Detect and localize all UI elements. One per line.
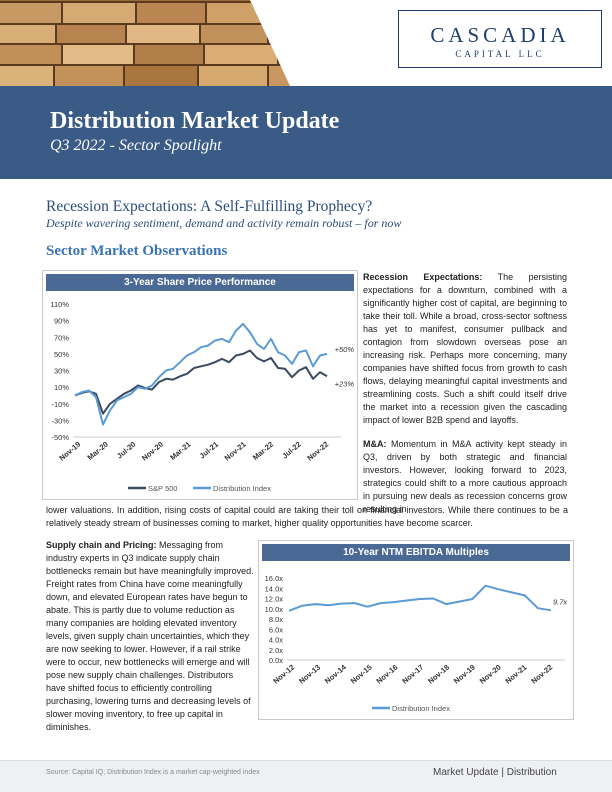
supply-label: Supply chain and Pricing: [46, 540, 157, 550]
x-tick-label: Nov-20 [140, 440, 165, 463]
page-footer [0, 760, 612, 792]
page-subtitle: Q3 2022 - Sector Spotlight [50, 137, 222, 154]
supply-text: Messaging from industry experts in Q3 in… [46, 540, 254, 732]
chart-title: 10-Year NTM EBITDA Multiples [262, 544, 570, 561]
y-tick-label: 4.0x [269, 636, 283, 645]
footer-section-label: Market Update | Distribution [433, 767, 557, 778]
logo-wordmark: CASCADIA [430, 23, 570, 47]
end-label-distribution: +50% [335, 345, 355, 354]
x-tick-label: Nov-21 [504, 663, 529, 686]
series-line [74, 322, 328, 426]
share-price-plot: 110%90%70%50%30%10%-10%-30%-50%Nov-19 Mar… [50, 300, 355, 493]
y-tick-label: 6.0x [269, 625, 283, 634]
article-subheadline: Despite wavering sentiment, demand and a… [46, 216, 402, 230]
x-tick-label: Nov-19 [57, 440, 82, 463]
ma-paragraph: M&A: Momentum in M&A activity kept stead… [363, 438, 567, 516]
recession-paragraph: Recession Expectations: The persisting e… [363, 271, 567, 427]
x-tick-label: Nov-12 [271, 663, 296, 686]
article-headline: Recession Expectations: A Self-Fulfillin… [46, 198, 373, 215]
y-tick-label: 70% [54, 333, 69, 342]
y-tick-label: 14.0x [265, 584, 284, 593]
y-tick-label: -10% [51, 400, 69, 409]
y-tick-label: 12.0x [265, 595, 284, 604]
page-title: Distribution Market Update [50, 108, 340, 134]
x-tick-label: Jul-20 [115, 440, 137, 461]
legend-label: Distribution Index [213, 484, 271, 493]
series-line [288, 584, 552, 612]
y-tick-label: 30% [54, 367, 69, 376]
x-tick-label: Mar-21 [168, 440, 192, 462]
company-logo: CASCADIA CAPITAL LLC [398, 10, 602, 68]
legend-label: Distribution Index [392, 704, 450, 713]
chart-title: 3-Year Share Price Performance [46, 274, 354, 291]
lumber-image [0, 0, 330, 86]
ma-paragraph-continued: lower valuations. In addition, rising co… [46, 505, 568, 528]
x-tick-label: Nov-18 [426, 663, 451, 686]
legend-label: S&P 500 [148, 484, 177, 493]
y-tick-label: 10.0x [265, 605, 284, 614]
y-tick-label: 8.0x [269, 615, 283, 624]
x-tick-label: Nov-13 [297, 663, 322, 686]
recession-text: The persisting expectations for a downtu… [363, 272, 567, 425]
x-tick-label: Nov-21 [223, 440, 248, 463]
y-tick-label: -50% [51, 433, 69, 442]
x-tick-label: Jul-21 [198, 440, 220, 461]
end-label-multiple: 9.7x [553, 597, 567, 606]
ebitda-multiples-chart: 10-Year NTM EBITDA Multiples 16.0x 14.0x 1… [258, 540, 574, 720]
ma-label: M&A: [363, 439, 387, 449]
supply-chain-paragraph: Supply chain and Pricing: Messaging from… [46, 539, 254, 734]
y-tick-label: 50% [54, 350, 69, 359]
x-tick-label: Nov-14 [323, 662, 349, 686]
x-tick-label: Nov-22 [529, 663, 554, 686]
series-line [74, 349, 328, 415]
x-tick-label: Mar-22 [251, 440, 275, 462]
logo-subtext: CAPITAL LLC [455, 49, 545, 59]
x-tick-label: Jul-22 [280, 440, 302, 461]
x-tick-label: Nov-20 [478, 663, 503, 686]
x-tick-label: Nov-22 [305, 440, 330, 463]
y-tick-label: 16.0x [265, 574, 284, 583]
x-tick-label: Nov-16 [375, 663, 400, 686]
x-tick-label: Nov-17 [400, 663, 425, 686]
y-tick-label: 110% [50, 300, 69, 309]
x-tick-label: Mar-20 [86, 440, 110, 462]
section-title: Sector Market Observations [46, 243, 228, 259]
footer-source-note: Source: Capital IQ; Distribution Index i… [46, 769, 260, 776]
end-label-sp500: +23% [335, 379, 355, 388]
header-photo-lumber [0, 0, 330, 86]
y-tick-label: -30% [51, 416, 69, 425]
x-tick-label: Nov-19 [452, 663, 477, 686]
share-price-chart: 3-Year Share Price Performance 110% 90% 70… [42, 270, 358, 500]
y-tick-label: 90% [54, 317, 69, 326]
y-tick-label: 0.0x [269, 656, 283, 665]
x-tick-label: Nov-15 [349, 663, 374, 686]
y-tick-label: 2.0x [269, 646, 283, 655]
y-tick-label: 10% [54, 383, 69, 392]
recession-label: Recession Expectations: [363, 272, 483, 282]
ma-text: Momentum in M&A activity kept steady in … [363, 439, 567, 514]
title-banner [0, 86, 612, 179]
